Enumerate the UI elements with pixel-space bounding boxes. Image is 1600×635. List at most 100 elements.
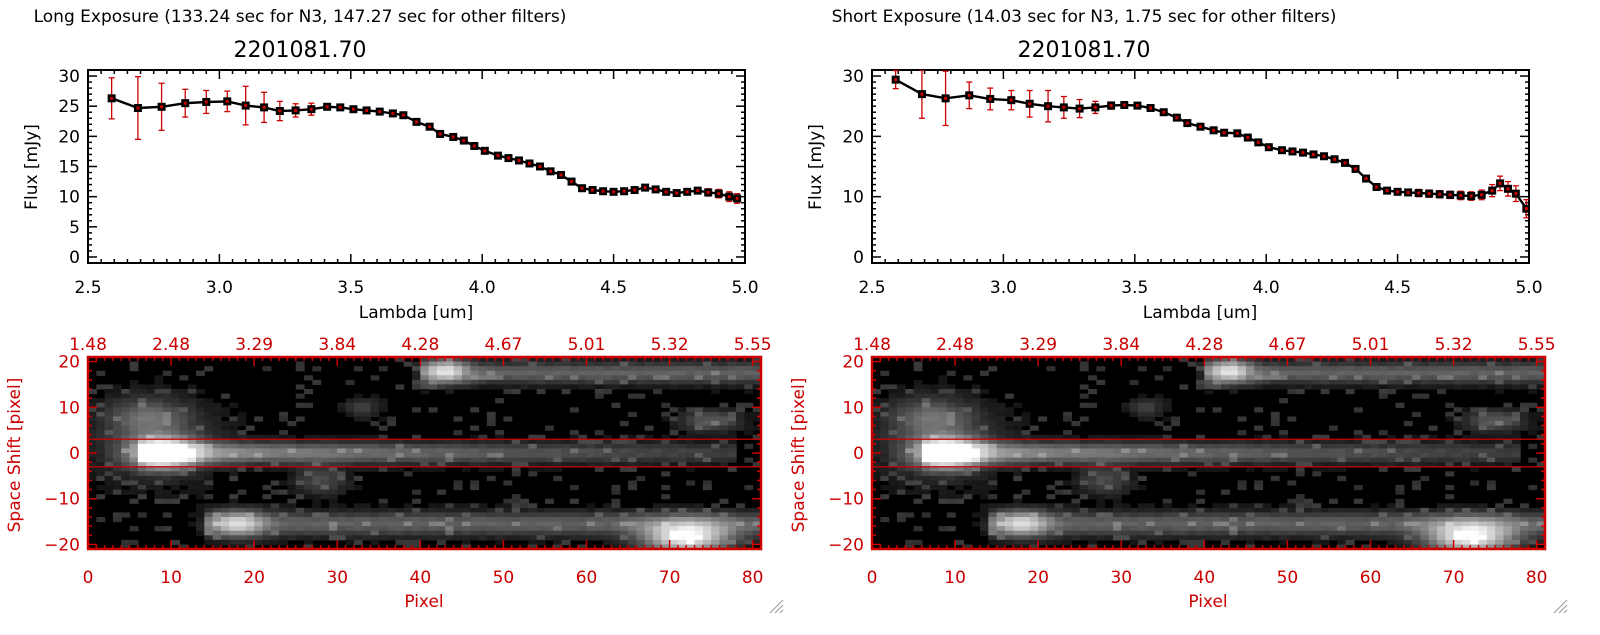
image-pixel (897, 490, 906, 495)
image-pixel (1105, 444, 1114, 449)
image-pixel (296, 366, 305, 371)
image-pixel (963, 476, 972, 481)
image-pixel (736, 503, 745, 508)
image-pixel (1296, 453, 1305, 458)
image-pixel (1013, 467, 1022, 472)
image-pixel (1445, 494, 1454, 499)
image-pixel (889, 485, 898, 490)
image-pixel (1046, 531, 1055, 536)
image-pixel (1371, 526, 1380, 531)
image-pixel (1271, 531, 1280, 536)
image-pixel (1013, 512, 1022, 517)
image-pixel (229, 512, 238, 517)
image-pixel (889, 403, 898, 408)
image-pixel (1022, 522, 1031, 527)
image-pixel (963, 439, 972, 444)
image-pixel (603, 389, 612, 394)
image-pixel (1105, 535, 1114, 540)
image-pixel (670, 407, 679, 412)
image-pixel (138, 403, 147, 408)
image-pixel (188, 471, 197, 476)
image-pixel (972, 485, 981, 490)
image-pixel (312, 490, 321, 495)
image-pixel (188, 490, 197, 495)
image-pixel (296, 362, 305, 367)
image-pixel (719, 535, 728, 540)
image-pixel (1121, 407, 1130, 412)
image-pixel (163, 458, 172, 463)
image-pixel (1188, 471, 1197, 476)
image-pixel (1096, 471, 1105, 476)
image-pixel (1271, 380, 1280, 385)
image-pixel (695, 416, 704, 421)
image-pixel (196, 389, 205, 394)
image-pixel (246, 448, 255, 453)
image-pixel (1105, 448, 1114, 453)
image-pixel (1387, 512, 1396, 517)
image-pixel (1096, 366, 1105, 371)
image-pixel (204, 403, 213, 408)
image-pixel (872, 444, 881, 449)
image-pixel (1512, 439, 1521, 444)
image-pixel (1371, 458, 1380, 463)
image-pixel (1495, 448, 1504, 453)
image-pixel (1138, 508, 1147, 513)
image-pixel (1196, 526, 1205, 531)
image-pixel (429, 517, 438, 522)
image-pixel (1196, 535, 1205, 540)
image-pixel (138, 384, 147, 389)
image-pixel (1105, 476, 1114, 481)
image-pixel (404, 540, 413, 545)
image-pixel (703, 522, 712, 527)
image-pixel (229, 458, 238, 463)
image-pixel (1312, 512, 1321, 517)
image-pixel (404, 448, 413, 453)
image-pixel (1520, 384, 1529, 389)
image-pixel (988, 439, 997, 444)
image-pixel (620, 380, 629, 385)
image-pixel (711, 371, 720, 376)
image-pixel (279, 512, 288, 517)
image-pixel (678, 426, 687, 431)
image-pixel (963, 403, 972, 408)
image-pixel (545, 384, 554, 389)
image-pixel (1279, 453, 1288, 458)
image-pixel (1437, 366, 1446, 371)
image-pixel (1346, 517, 1355, 522)
image-pixel (1503, 430, 1512, 435)
image-pixel (972, 467, 981, 472)
image-pixel (728, 453, 737, 458)
image-pixel (963, 394, 972, 399)
image-pixel (1013, 430, 1022, 435)
image-pixel (603, 439, 612, 444)
image-pixel (503, 448, 512, 453)
image-pixel (1346, 362, 1355, 367)
image-pixel (1030, 453, 1039, 458)
image-pixel (495, 503, 504, 508)
image-pixel (1246, 531, 1255, 536)
image-pixel (545, 512, 554, 517)
image-pixel (470, 531, 479, 536)
image-pixel (146, 458, 155, 463)
image-pixel (930, 480, 939, 485)
image-pixel (1188, 517, 1197, 522)
image-pixel (1296, 448, 1305, 453)
image-pixel (1121, 526, 1130, 531)
data-point-core (1428, 192, 1431, 195)
image-pixel (262, 540, 271, 545)
image-pixel (1013, 522, 1022, 527)
image-pixel (204, 398, 213, 403)
image-pixel (113, 471, 122, 476)
image-pixel (1503, 416, 1512, 421)
image-pixel (1229, 512, 1238, 517)
image-pixel (897, 512, 906, 517)
image-pixel (271, 540, 280, 545)
image-pixel (1462, 531, 1471, 536)
image-pixel (429, 375, 438, 380)
image-pixel (88, 416, 97, 421)
image-pixel (503, 499, 512, 504)
image-pixel (1263, 508, 1272, 513)
image-pixel (1528, 384, 1537, 389)
image-pixel (1279, 380, 1288, 385)
image-pixel (487, 416, 496, 421)
